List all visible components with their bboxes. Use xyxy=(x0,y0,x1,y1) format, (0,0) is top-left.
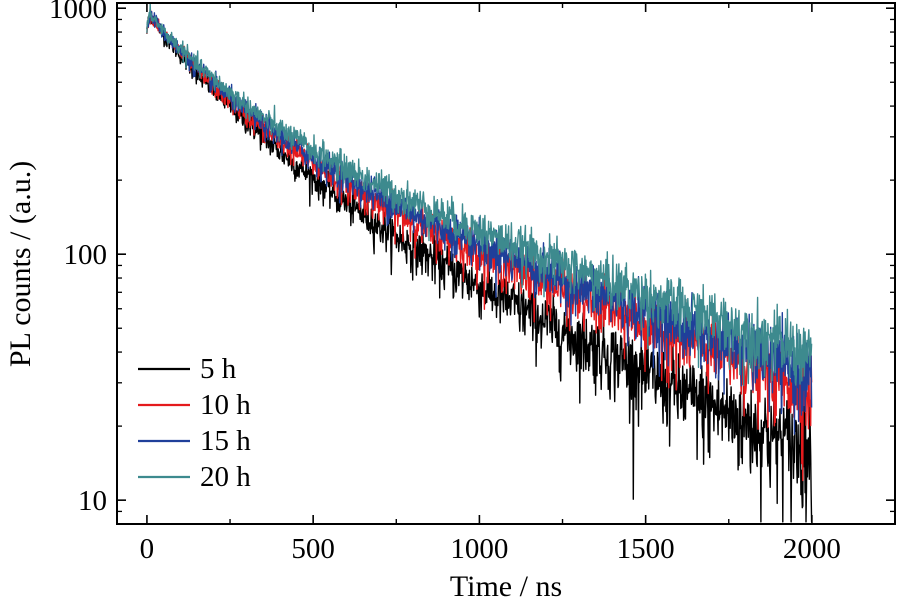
legend-label-4: 20 h xyxy=(200,461,251,493)
series-line-4 xyxy=(146,3,813,387)
y-axis-title: PL counts / (a.u.) xyxy=(4,161,37,367)
axis-ticks: 0 500 1000 1500 2000 10 100 1000 xyxy=(49,0,896,565)
legend: 5 h 10 h 15 h 20 h xyxy=(138,353,251,493)
data-layer xyxy=(146,3,813,523)
x-tick-label: 1000 xyxy=(450,533,508,565)
legend-label-3: 15 h xyxy=(200,425,251,457)
series-line-3 xyxy=(146,9,813,435)
y-tick-label: 10 xyxy=(78,485,107,517)
x-tick-label: 500 xyxy=(291,533,335,565)
plot-frame xyxy=(116,2,896,525)
x-axis-title: Time / ns xyxy=(450,570,562,599)
y-tick-label: 1000 xyxy=(49,0,107,25)
legend-label-2: 10 h xyxy=(200,389,251,421)
x-tick-label: 1500 xyxy=(617,533,675,565)
y-tick-label: 100 xyxy=(64,239,108,271)
legend-label-1: 5 h xyxy=(200,353,237,385)
x-tick-label: 0 xyxy=(140,533,155,565)
x-tick-label: 2000 xyxy=(783,533,841,565)
